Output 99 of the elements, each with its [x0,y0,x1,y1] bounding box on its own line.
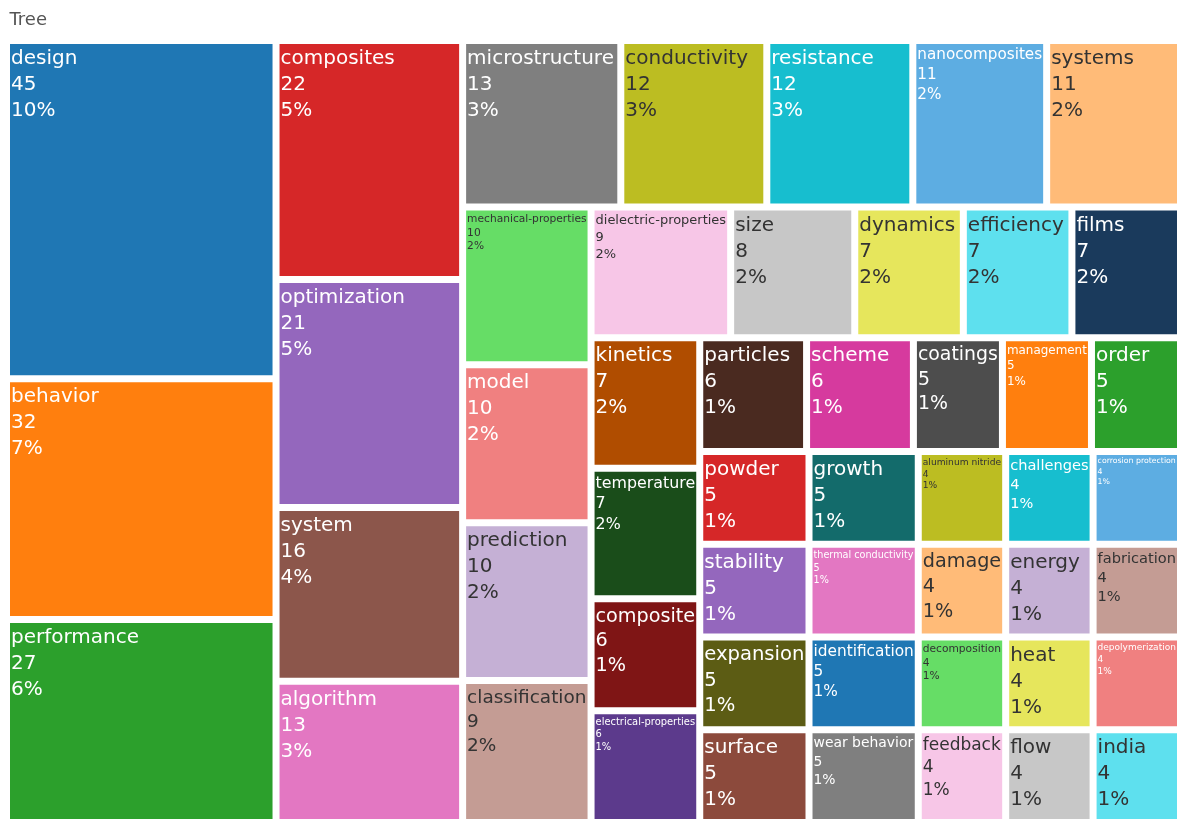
category-label: behavior [11,383,100,408]
data-label: 9 2% [595,228,617,261]
category-label: stability [704,548,784,573]
category-label: prediction [467,527,568,552]
data-label: 5 1% [917,366,948,414]
data-label: 5 1% [813,561,829,586]
data-label: 4 1% [1097,653,1113,676]
category-label: feedback [922,734,1001,755]
data-label: 7 2% [859,237,891,288]
category-label: microstructure [467,45,614,69]
category-label: systems [1051,45,1134,69]
category-label: performance [11,623,140,648]
category-label: powder [704,456,780,481]
data-label: 4 1% [922,756,950,799]
data-label: 22 5% [280,71,313,121]
category-label: india [1097,734,1147,759]
data-label: 7 2% [595,368,628,419]
category-label: model [467,369,530,394]
category-label: coatings [917,342,998,365]
data-label: 6 1% [811,368,843,419]
category-label: fabrication [1097,548,1176,566]
data-label: 4 1% [1010,574,1042,625]
data-label: 11 2% [917,65,942,104]
data-label: 8 2% [735,237,767,288]
data-label: 4 1% [922,573,954,622]
data-label: 12 3% [625,71,658,121]
data-label: 27 6% [11,649,43,700]
category-label: composites [280,45,395,69]
data-label: 5 1% [704,667,736,717]
data-label: 5 1% [704,760,736,811]
data-label: 13 3% [280,711,313,762]
data-label: 4 1% [1010,760,1042,811]
category-label: temperature [595,472,696,492]
category-label: optimization [280,283,405,308]
category-label: mechanical-properties [467,211,587,225]
data-label: 4 1% [1097,760,1130,811]
category-label: growth [813,456,884,481]
category-label: particles [704,342,791,367]
data-label: 21 5% [280,309,313,360]
data-label: 10 2% [467,395,499,446]
data-label: 4 1% [1010,474,1034,511]
data-label: 7 2% [595,493,621,534]
category-label: energy [1010,548,1081,573]
category-label: decomposition [922,641,1002,655]
data-label: 5 1% [1006,358,1026,388]
category-label: design [11,45,78,69]
category-label: flow [1010,734,1052,759]
category-label: scheme [811,342,890,367]
category-label: damage [922,549,1002,573]
category-label: thermal conductivity [813,548,914,560]
category-label: order [1095,342,1151,367]
data-label: 4 1% [922,468,938,491]
category-label: conductivity [625,45,749,69]
category-label: depolymerization [1097,642,1176,653]
data-label: 7 2% [967,237,1000,288]
data-label: 4 1% [922,655,940,683]
data-label: 10 2% [467,225,485,253]
category-label: nanocomposites [917,45,1043,64]
data-label: 5 1% [704,482,736,533]
category-label: algorithm [280,685,378,710]
category-label: classification [467,685,587,707]
data-label: 5 1% [813,662,838,700]
data-label: 45 10% [11,71,56,121]
text: Tree [8,7,48,29]
data-label: 6 1% [595,628,627,677]
category-label: efficiency [967,211,1064,236]
data-label: 5 1% [1095,368,1128,419]
category-label: dielectric-properties [595,211,727,227]
data-label: 16 4% [280,538,313,589]
data-label: 13 3% [467,71,499,121]
data-label: 6 1% [595,728,612,753]
data-label: 9 2% [467,709,497,755]
data-label: 11 2% [1051,71,1083,121]
data-label: 32 7% [11,409,43,460]
data-label: 10 2% [467,553,499,604]
category-label: aluminum nitride [922,456,1002,467]
data-label: 5 1% [704,574,736,625]
category-label: system [280,512,353,537]
data-label: 5 1% [813,482,846,533]
category-label: expansion [704,642,805,666]
data-label: 7 2% [1076,237,1109,288]
data-label: 4 1% [1097,567,1121,604]
category-label: kinetics [595,342,673,367]
category-label: heat [1010,641,1056,666]
category-label: dynamics [859,211,956,236]
category-label: composite [595,603,696,627]
data-label: 12 3% [771,71,804,121]
category-label: resistance [771,45,874,69]
category-label: electrical-properties [595,715,696,727]
category-label: challenges [1010,455,1089,473]
category-label: size [735,211,774,236]
category-label: films [1076,211,1125,236]
data-label: 4 1% [1010,667,1042,718]
category-label: wear behavior [813,734,914,751]
category-label: identification [813,642,914,661]
data-label: 6 1% [704,368,736,419]
category-label: surface [704,734,779,759]
data-label: 5 1% [813,752,836,787]
category-label: management [1006,342,1088,357]
